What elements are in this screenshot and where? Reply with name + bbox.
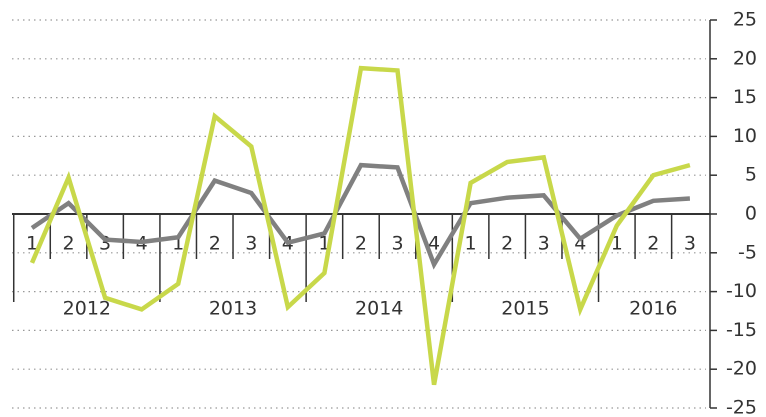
y-tick-label: 10: [733, 125, 757, 147]
x-tick-label: 1: [465, 233, 477, 255]
x-tick-label: 3: [391, 233, 403, 255]
x-tick-label: 1: [26, 233, 38, 255]
y-tick-label: 0: [745, 203, 757, 225]
x-tick-label: 2: [209, 233, 221, 255]
y-tick-label: -20: [726, 358, 757, 380]
y-tick-label: 5: [745, 164, 757, 186]
y-tick-label: -5: [738, 241, 757, 263]
x-tick-label: 2: [355, 233, 367, 255]
year-label: 2013: [209, 298, 257, 320]
x-tick-label: 3: [684, 233, 696, 255]
series-line: [30, 162, 691, 270]
y-tick-label: -10: [726, 280, 757, 302]
x-tick-label: 2: [63, 233, 75, 255]
x-tick-label: 3: [245, 233, 257, 255]
year-label: 2015: [501, 298, 549, 320]
x-tick-label: 2: [501, 233, 513, 255]
year-label: 2014: [355, 298, 403, 320]
x-tick-label: 4: [428, 233, 440, 255]
series-line: [29, 65, 691, 386]
y-tick-label: -15: [726, 319, 757, 341]
y-tick-label: 15: [733, 86, 757, 108]
year-label: 2016: [629, 298, 677, 320]
x-tick-label: 3: [538, 233, 550, 255]
x-tick-label: 2: [647, 233, 659, 255]
year-label: 2012: [63, 298, 111, 320]
y-tick-label: 20: [733, 47, 757, 69]
y-tick-label: -25: [726, 397, 757, 417]
y-tick-label: 25: [733, 9, 757, 31]
